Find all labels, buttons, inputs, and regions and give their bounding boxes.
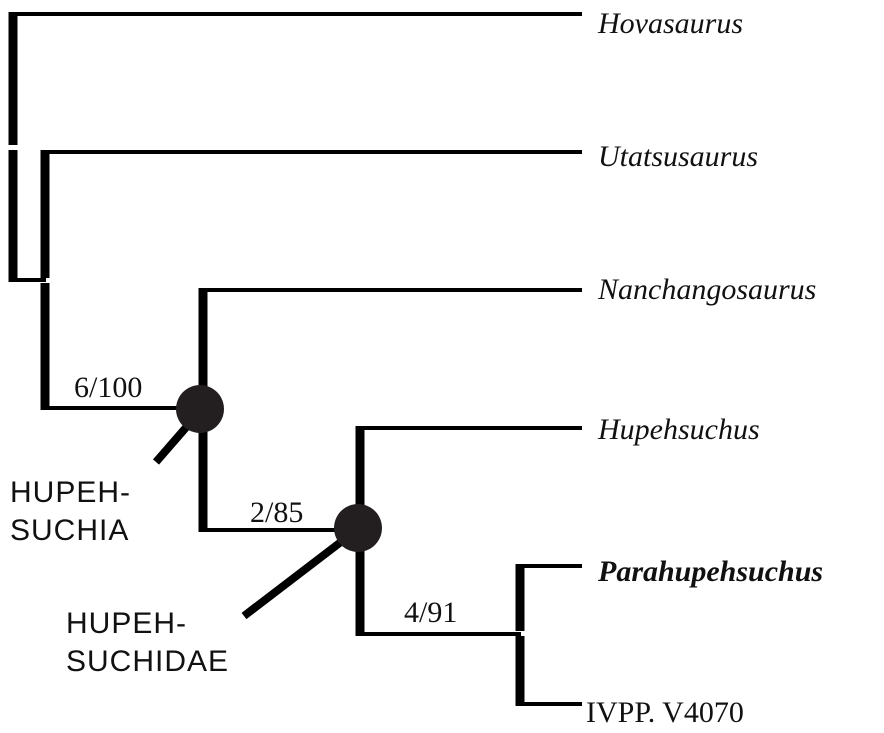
taxon-label-parahupehsuchus: Parahupehsuchus (597, 555, 823, 588)
clade-label-hupehsuchia-line1: HUPEH- (10, 476, 131, 509)
support-value-hupehsuchidae: 2/85 (250, 496, 303, 529)
hupehsuchidae-node-marker (334, 504, 382, 552)
clade-label-hupehsuchidae-line2: SUCHIDAE (66, 645, 229, 678)
taxon-label-ivpp: IVPP. V4070 (586, 696, 744, 729)
support-value-hupehsuchia: 6/100 (74, 371, 142, 404)
taxon-label-hupehsuchus: Hupehsuchus (597, 413, 760, 446)
clade-label-hupehsuchidae-line1: HUPEH- (66, 607, 187, 640)
taxon-label-utatsusaurus: Utatsusaurus (598, 140, 758, 173)
hupehsuchia-node-marker (176, 385, 224, 433)
taxon-label-hovasaurus: Hovasaurus (597, 7, 743, 40)
clade-label-hupehsuchia-line2: SUCHIA (10, 514, 129, 547)
hupehsuchidae-pointer (241, 531, 353, 620)
support-value-terminal-pair: 4/91 (404, 596, 457, 629)
taxon-label-nanchangosaurus: Nanchangosaurus (597, 273, 816, 306)
